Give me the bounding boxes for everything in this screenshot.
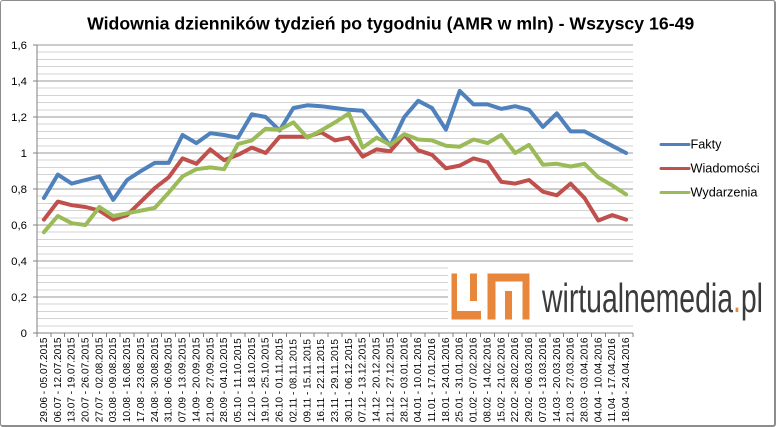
svg-text:07.09 - 13.09.2015: 07.09 - 13.09.2015 — [178, 337, 189, 422]
svg-text:24.08 - 30.08.2015: 24.08 - 30.08.2015 — [150, 337, 161, 422]
svg-text:03.08 - 09.08.2015: 03.08 - 09.08.2015 — [108, 337, 119, 422]
svg-text:27.07 - 02.08.2015: 27.07 - 02.08.2015 — [94, 337, 105, 422]
svg-text:29.02 - 06.03.2016: 29.02 - 06.03.2016 — [524, 337, 535, 422]
svg-text:28.03 - 03.04.2016: 28.03 - 03.04.2016 — [580, 337, 591, 422]
svg-text:Wydarzenia: Wydarzenia — [691, 186, 759, 200]
svg-text:11.04 - 17.04.2016: 11.04 - 17.04.2016 — [607, 338, 618, 422]
svg-text:1,4: 1,4 — [11, 76, 27, 88]
svg-text:14.03 - 20.03.2016: 14.03 - 20.03.2016 — [552, 337, 563, 422]
svg-text:1,6: 1,6 — [11, 40, 27, 52]
svg-text:18.04 - 24.04.2016: 18.04 - 24.04.2016 — [621, 337, 632, 422]
svg-text:wirtualnemedia.pl: wirtualnemedia.pl — [541, 275, 763, 321]
svg-text:07.12 - 13.12.2015: 07.12 - 13.12.2015 — [358, 337, 369, 422]
svg-text:30.11 - 06.12.2015: 30.11 - 06.12.2015 — [344, 338, 355, 422]
svg-text:18.01 - 24.01.2016: 18.01 - 24.01.2016 — [441, 337, 452, 422]
svg-text:22.02 - 28.02.2016: 22.02 - 28.02.2016 — [510, 337, 521, 422]
svg-text:0: 0 — [21, 328, 27, 340]
svg-text:06.07 - 12.07.2015: 06.07 - 12.07.2015 — [53, 337, 64, 422]
svg-text:21.09 - 27.09.2015: 21.09 - 27.09.2015 — [205, 337, 216, 422]
svg-text:12.10 - 18.10.2015: 12.10 - 18.10.2015 — [247, 337, 258, 422]
svg-text:0,6: 0,6 — [11, 220, 27, 232]
svg-text:21.12 - 27.12.2015: 21.12 - 27.12.2015 — [385, 337, 396, 422]
svg-text:14.09 - 20.09.2015: 14.09 - 20.09.2015 — [191, 337, 202, 422]
svg-text:07.03 - 13.03.2016: 07.03 - 13.03.2016 — [538, 337, 549, 422]
svg-text:04.01 - 10.01.2016: 04.01 - 10.01.2016 — [413, 337, 424, 422]
svg-text:14.12 - 20.12.2015: 14.12 - 20.12.2015 — [372, 337, 383, 422]
svg-text:29.06 - 05.07.2015: 29.06 - 05.07.2015 — [39, 337, 50, 422]
svg-text:04.04 - 10.04.2016: 04.04 - 10.04.2016 — [593, 337, 604, 422]
svg-text:1,2: 1,2 — [11, 112, 27, 124]
svg-text:25.01 - 31.01.2016: 25.01 - 31.01.2016 — [455, 337, 466, 422]
svg-text:0,8: 0,8 — [11, 184, 27, 196]
svg-text:13.07 - 19.07.2015: 13.07 - 19.07.2015 — [67, 337, 78, 422]
svg-text:1: 1 — [21, 148, 27, 160]
svg-text:05.10 - 11.10.2015: 05.10 - 11.10.2015 — [233, 338, 244, 422]
svg-text:28.12 - 03.01.2016: 28.12 - 03.01.2016 — [399, 337, 410, 422]
svg-text:21.03 - 27.03.2016: 21.03 - 27.03.2016 — [566, 337, 577, 422]
svg-text:19.10 - 25.10.2015: 19.10 - 25.10.2015 — [261, 337, 272, 422]
svg-text:02.11 - 08.11.2015: 02.11 - 08.11.2015 — [288, 339, 299, 423]
svg-text:0,2: 0,2 — [11, 292, 27, 304]
svg-text:Wiadomości: Wiadomości — [691, 162, 760, 176]
svg-text:08.02 - 14.02.2016: 08.02 - 14.02.2016 — [483, 337, 494, 422]
svg-text:26.10 - 01.11.2015: 26.10 - 01.11.2015 — [275, 338, 286, 422]
svg-text:31.08 - 06.09.2015: 31.08 - 06.09.2015 — [164, 337, 175, 422]
svg-text:Widownia dzienników tydzień po: Widownia dzienników tydzień po tygodniu … — [87, 14, 694, 34]
svg-text:0,4: 0,4 — [11, 256, 27, 268]
svg-text:15.02 - 21.02.2016: 15.02 - 21.02.2016 — [496, 337, 507, 422]
svg-text:09.11 - 15.11.2015: 09.11 - 15.11.2015 — [302, 339, 313, 423]
svg-text:28.09 - 04.10.2015: 28.09 - 04.10.2015 — [219, 337, 230, 422]
svg-text:11.01 - 17.01.2016: 11.01 - 17.01.2016 — [427, 338, 438, 422]
svg-text:Fakty: Fakty — [691, 138, 723, 152]
svg-text:23.11 - 29.11.2015: 23.11 - 29.11.2015 — [330, 339, 341, 423]
svg-text:20.07 - 26.07.2015: 20.07 - 26.07.2015 — [81, 337, 92, 422]
svg-text:17.08 - 23.08.2015: 17.08 - 23.08.2015 — [136, 337, 147, 422]
svg-text:10.08 - 16.08.2015: 10.08 - 16.08.2015 — [122, 337, 133, 422]
svg-text:16.11 - 22.11.2015: 16.11 - 22.11.2015 — [316, 339, 327, 423]
svg-text:01.02 - 07.02.2016: 01.02 - 07.02.2016 — [469, 337, 480, 422]
